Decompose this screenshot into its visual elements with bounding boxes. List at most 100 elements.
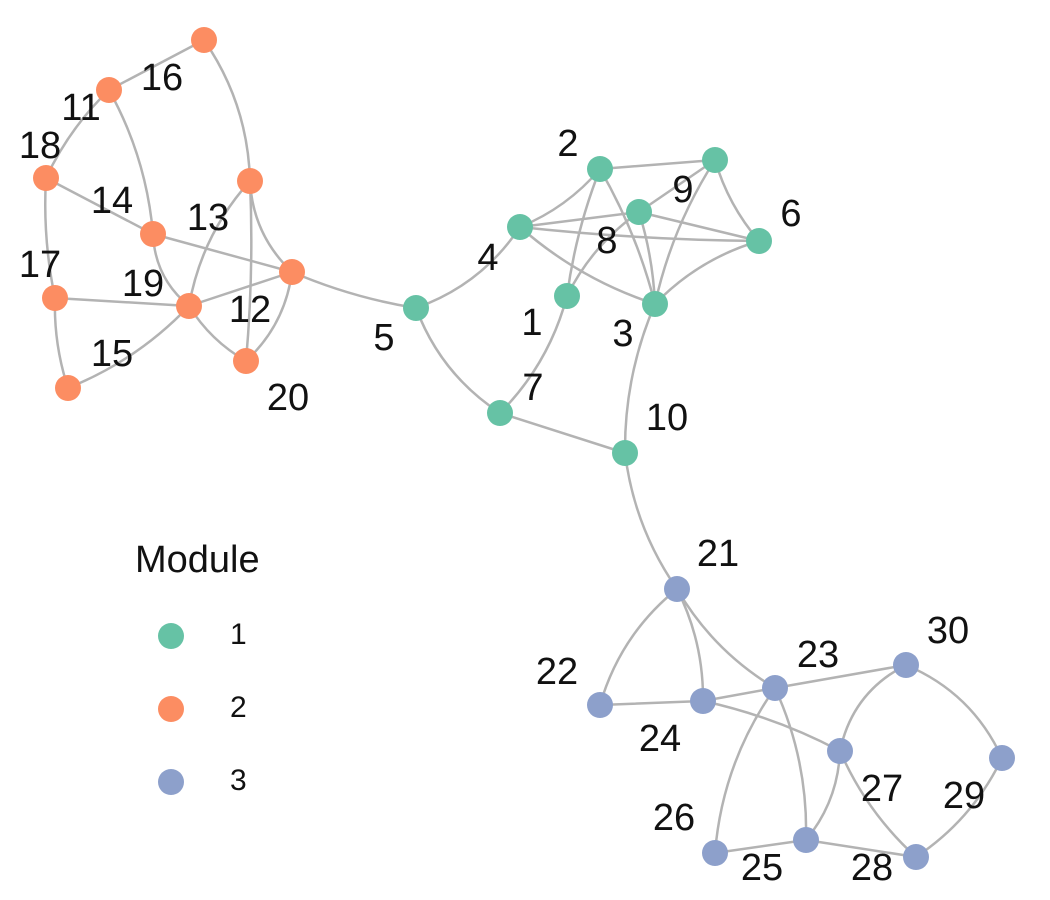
node-label-13: 13 (187, 197, 229, 239)
node-label-7: 7 (522, 367, 543, 409)
node-label-27: 27 (861, 768, 903, 810)
node-21[interactable] (664, 576, 690, 602)
legend-swatch-1 (158, 623, 184, 649)
edge-27-28 (838, 749, 918, 859)
edge-17-19 (53, 296, 191, 308)
node-label-5: 5 (373, 317, 394, 359)
edge-23-26 (713, 686, 777, 855)
legend-label-2: 2 (230, 691, 247, 724)
edge-8-6 (637, 210, 761, 243)
edge-9-6 (713, 158, 761, 243)
edge-7-10 (498, 411, 627, 455)
node-label-23: 23 (797, 634, 839, 676)
node-1[interactable] (554, 283, 580, 309)
node-18[interactable] (33, 165, 59, 191)
edge-30-29 (904, 663, 1004, 760)
node-9[interactable] (702, 147, 728, 173)
node-30[interactable] (893, 652, 919, 678)
edge-17-15 (53, 296, 70, 390)
edge-11-14 (107, 88, 155, 236)
node-label-8: 8 (596, 220, 617, 262)
node-19[interactable] (176, 293, 202, 319)
legend-entry-1: 1 (158, 618, 247, 651)
node-5[interactable] (403, 295, 429, 321)
node-28[interactable] (903, 844, 929, 870)
edge-27-25 (804, 749, 842, 842)
node-27[interactable] (827, 738, 853, 764)
node-label-28: 28 (851, 847, 893, 889)
node-3[interactable] (642, 291, 668, 317)
node-11[interactable] (96, 77, 122, 103)
edge-24-27 (701, 699, 842, 753)
node-16[interactable] (191, 27, 217, 53)
node-2[interactable] (587, 156, 613, 182)
node-label-21: 21 (697, 533, 739, 575)
edge-21-23 (675, 587, 777, 690)
node-22[interactable] (587, 692, 613, 718)
edge-14-12 (151, 232, 294, 274)
edge-22-24 (598, 699, 705, 707)
node-4[interactable] (507, 214, 533, 240)
node-label-4: 4 (477, 237, 498, 279)
node-label-11: 11 (61, 87, 100, 129)
node-26[interactable] (702, 840, 728, 866)
legend-label-3: 3 (230, 764, 247, 797)
legend-swatch-2 (158, 696, 184, 722)
legend-entry-2: 2 (158, 691, 247, 724)
edge-13-12 (248, 179, 294, 274)
edge-23-30 (773, 663, 908, 690)
node-label-19: 19 (122, 263, 164, 305)
edges-layer (44, 38, 1004, 859)
legend-label-1: 1 (230, 618, 247, 651)
node-15[interactable] (55, 375, 81, 401)
edge-2-3 (598, 167, 657, 306)
edge-6-3 (653, 239, 761, 306)
edge-13-19 (187, 179, 252, 308)
node-label-12: 12 (229, 289, 271, 331)
node-29[interactable] (989, 745, 1015, 771)
node-label-22: 22 (536, 651, 578, 693)
node-23[interactable] (762, 675, 788, 701)
node-24[interactable] (690, 688, 716, 714)
node-6[interactable] (746, 228, 772, 254)
node-label-29: 29 (943, 775, 985, 817)
edge-5-7 (414, 306, 502, 415)
edge-19-15 (66, 304, 191, 390)
edge-4-3 (518, 225, 657, 306)
node-label-9: 9 (672, 169, 693, 211)
legend-entries: 1 2 3 (158, 618, 247, 797)
node-25[interactable] (793, 827, 819, 853)
edge-29-28 (914, 756, 1004, 859)
legend-entry-3: 3 (158, 764, 247, 797)
edge-1-7 (498, 294, 569, 415)
node-14[interactable] (140, 221, 166, 247)
node-8[interactable] (626, 199, 652, 225)
node-label-1: 1 (521, 302, 542, 344)
node-7[interactable] (487, 400, 513, 426)
edge-10-21 (623, 451, 679, 591)
node-12[interactable] (279, 259, 305, 285)
edge-23-25 (773, 686, 808, 842)
edge-4-5 (414, 225, 522, 310)
node-label-14: 14 (91, 180, 133, 222)
edge-3-10 (623, 302, 657, 455)
edge-21-24 (675, 587, 705, 703)
node-20[interactable] (233, 348, 259, 374)
node-label-24: 24 (639, 718, 681, 760)
node-label-18: 18 (19, 125, 61, 167)
legend-swatch-3 (158, 769, 184, 795)
node-17[interactable] (42, 285, 68, 311)
node-label-6: 6 (780, 193, 801, 235)
node-label-10: 10 (646, 397, 688, 439)
nodes-layer (33, 27, 1015, 870)
node-label-20: 20 (267, 377, 309, 419)
node-label-26: 26 (653, 797, 695, 839)
edge-16-13 (202, 38, 252, 183)
node-13[interactable] (237, 168, 263, 194)
edge-21-22 (598, 587, 679, 707)
node-10[interactable] (612, 440, 638, 466)
edge-18-17 (44, 176, 57, 300)
